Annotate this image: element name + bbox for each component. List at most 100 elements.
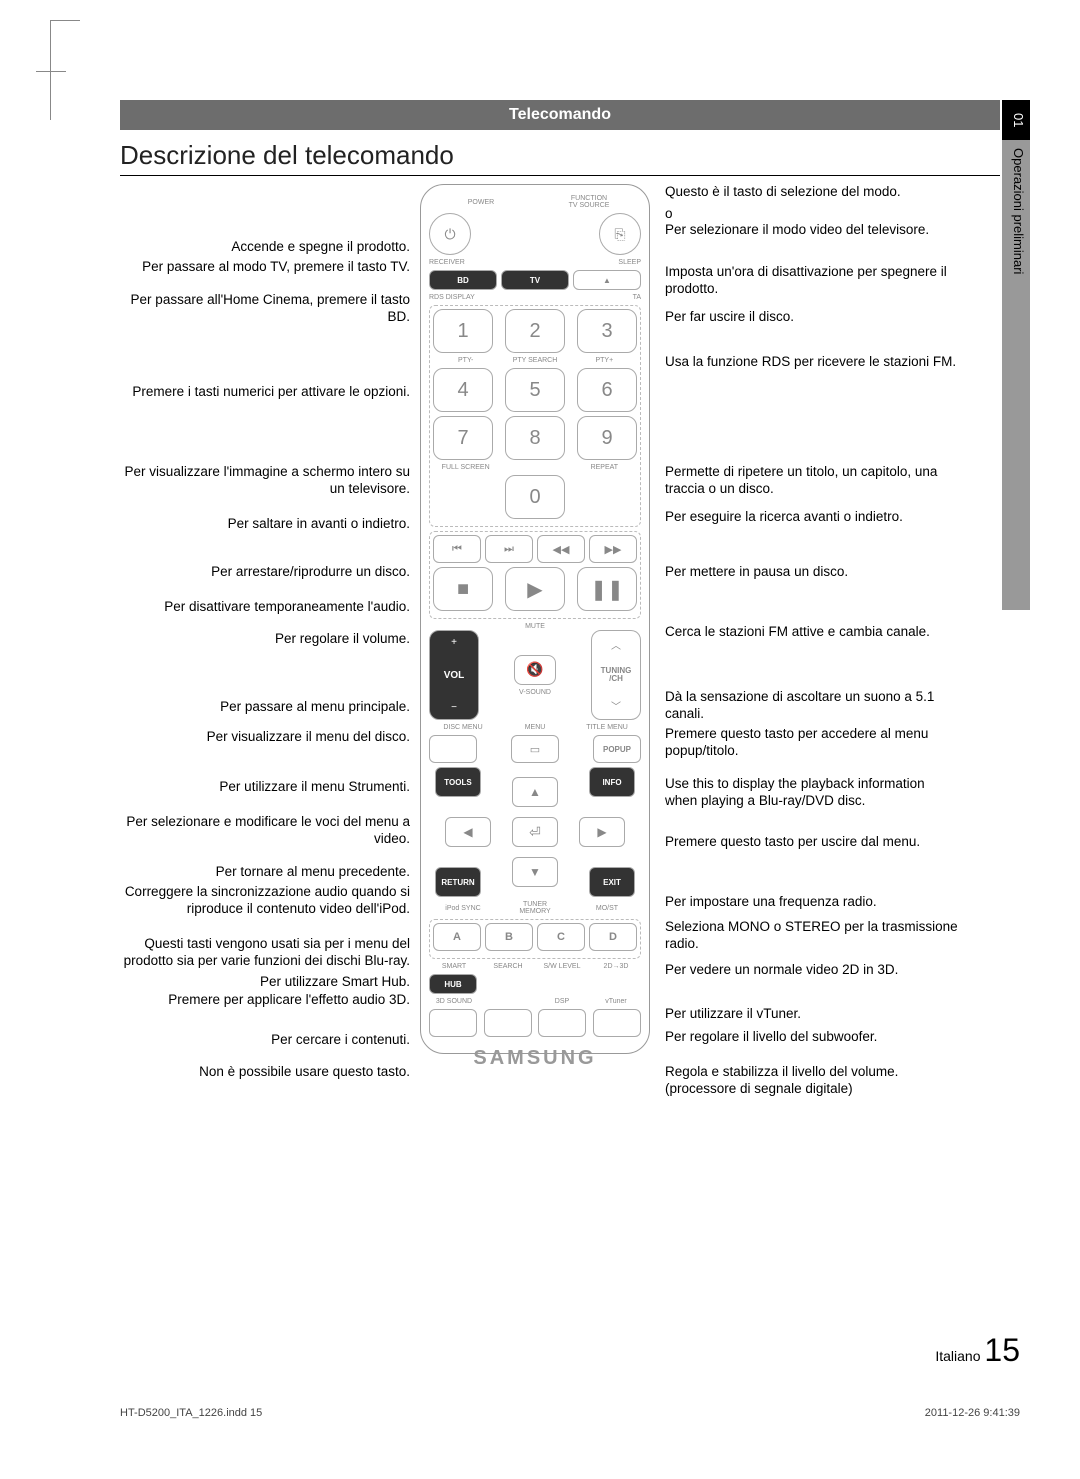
dsp-label: DSP xyxy=(537,998,587,1005)
repeat-label: REPEAT xyxy=(572,464,637,471)
num-7[interactable]: 7 xyxy=(433,416,493,460)
callout-left: Per arrestare/riprodurre un disco. xyxy=(120,564,410,581)
callout-left: Correggere la sincronizzazione audio qua… xyxy=(120,884,410,918)
callout-left: Per visualizzare l'immagine a schermo in… xyxy=(120,464,410,498)
num-5[interactable]: 5 xyxy=(505,368,565,412)
footer-file: HT-D5200_ITA_1226.indd 15 xyxy=(120,1407,262,1419)
3dsound-button[interactable] xyxy=(429,1009,477,1037)
callout-right: Premere questo tasto per uscire dal menu… xyxy=(665,834,960,851)
footer-datetime: 2011-12-26 9:41:39 xyxy=(925,1407,1020,1419)
full-label: FULL SCREEN xyxy=(433,464,498,471)
play-button[interactable]: ▶ xyxy=(505,567,565,611)
color-b-button[interactable]: B xyxy=(485,923,533,951)
source-button[interactable]: ⎘ xyxy=(599,213,641,255)
remote-body: POWER FUNCTION TV SOURCE ⏻ ⎘ RECEIVER SL… xyxy=(420,184,650,1054)
channel-rocker[interactable]: ︿ TUNING /CH ﹀ xyxy=(591,630,641,720)
pty-minus-label: PTY- xyxy=(433,357,498,364)
disc-menu-label: DISC MENU xyxy=(429,724,497,731)
mute-button[interactable]: 🔇 xyxy=(514,655,556,685)
page-title: Descrizione del telecomando xyxy=(120,140,1000,176)
num-8[interactable]: 8 xyxy=(505,416,565,460)
callout-left: Premere per applicare l'effetto audio 3D… xyxy=(120,992,410,1009)
smart-label: SMART xyxy=(429,963,479,970)
callout-left: Per utilizzare il menu Strumenti. xyxy=(120,779,410,796)
color-c-button[interactable]: C xyxy=(537,923,585,951)
dpad-down[interactable]: ▼ xyxy=(512,857,558,887)
bd-button[interactable]: BD xyxy=(429,270,497,290)
callout-left: Per tornare al menu precedente. xyxy=(120,864,410,881)
num-4[interactable]: 4 xyxy=(433,368,493,412)
tuner-label: TUNERMEMORY xyxy=(501,901,569,915)
info-button[interactable]: INFO xyxy=(589,767,635,797)
ch-up-icon: ︿ xyxy=(611,637,621,652)
callout-right: Questo è il tasto di selezione del modo. xyxy=(665,184,960,201)
3dsound-label: 3D SOUND xyxy=(429,998,479,1005)
callout-right: Dà la sensazione di ascoltare un suono a… xyxy=(665,689,960,723)
ffw-button[interactable]: ▶▶ xyxy=(589,535,637,563)
callout-right: Permette di ripetere un titolo, un capit… xyxy=(665,464,960,498)
dpad-right[interactable]: ▶ xyxy=(579,817,625,847)
return-button[interactable]: RETURN xyxy=(435,867,481,897)
callout-right: Per eseguire la ricerca avanti o indietr… xyxy=(665,509,960,526)
mute-label: MUTE xyxy=(429,623,641,630)
popup-button[interactable]: POPUP xyxy=(593,735,641,763)
dpad-up[interactable]: ▲ xyxy=(512,777,558,807)
receiver-label: RECEIVER xyxy=(429,259,533,266)
brand-logo: SAMSUNG xyxy=(429,1047,641,1070)
disc-menu-button[interactable] xyxy=(429,735,477,763)
pause-button[interactable]: ❚❚ xyxy=(577,567,637,611)
num-3[interactable]: 3 xyxy=(577,309,637,353)
vol-label: VOL xyxy=(444,670,465,681)
ch-down-icon: ﹀ xyxy=(611,698,621,713)
rew-button[interactable]: ◀◀ xyxy=(537,535,585,563)
callout-left: Premere i tasti numerici per attivare le… xyxy=(120,384,410,401)
tv-button[interactable]: TV xyxy=(501,270,569,290)
stop-button[interactable]: ■ xyxy=(433,567,493,611)
num-1[interactable]: 1 xyxy=(433,309,493,353)
callout-right: Per far uscire il disco. xyxy=(665,309,960,326)
num-9[interactable]: 9 xyxy=(577,416,637,460)
chapter-tab: 01 Operazioni preliminari xyxy=(1002,100,1030,610)
callout-left: Per passare al modo TV, premere il tasto… xyxy=(120,259,410,276)
callout-right: Per mettere in pausa un disco. xyxy=(665,564,960,581)
lang-label: Italiano xyxy=(935,1348,980,1364)
vtuner-button[interactable] xyxy=(593,1009,641,1037)
power-button[interactable]: ⏻ xyxy=(429,213,471,255)
num-0[interactable]: 0 xyxy=(505,475,565,519)
num-2[interactable]: 2 xyxy=(505,309,565,353)
callout-left: Per passare all'Home Cinema, premere il … xyxy=(120,292,410,326)
volume-rocker[interactable]: + VOL − xyxy=(429,630,479,720)
menu-button[interactable]: ▭ xyxy=(511,735,559,763)
enter-button[interactable]: ⏎ xyxy=(512,817,558,847)
sleep-label: SLEEP xyxy=(537,259,641,266)
callout-right: Cerca le stazioni FM attive e cambia can… xyxy=(665,624,960,641)
next-button[interactable]: ⏭ xyxy=(485,535,533,563)
search-label: SEARCH xyxy=(483,963,533,970)
tools-button[interactable]: TOOLS xyxy=(435,767,481,797)
crop-marks xyxy=(50,20,80,120)
num-6[interactable]: 6 xyxy=(577,368,637,412)
color-d-button[interactable]: D xyxy=(589,923,637,951)
exit-button[interactable]: EXIT xyxy=(589,867,635,897)
title-menu-label: TITLE MENU xyxy=(573,724,641,731)
chapter-number: 01 xyxy=(1002,100,1030,140)
transport-group: ⏮ ⏭ ◀◀ ▶▶ ■ ▶ ❚❚ xyxy=(429,531,641,619)
prev-button[interactable]: ⏮ xyxy=(433,535,481,563)
sw-label: S/W LEVEL xyxy=(537,963,587,970)
callout-left: Per selezionare e modificare le voci del… xyxy=(120,814,410,848)
function-label: FUNCTION xyxy=(537,195,641,202)
callout-left: Per cercare i contenuti. xyxy=(120,1032,410,1049)
dsp-button[interactable] xyxy=(538,1009,586,1037)
page-number: Italiano 15 xyxy=(935,1332,1020,1369)
eject-button[interactable]: ▲ xyxy=(573,270,641,290)
vsound-label: V-SOUND xyxy=(519,689,551,696)
dpad-left[interactable]: ◀ xyxy=(445,817,491,847)
color-a-button[interactable]: A xyxy=(433,923,481,951)
remote-diagram: Accende e spegne il prodotto. Per passar… xyxy=(120,184,960,1174)
pty-search-label: PTY SEARCH xyxy=(502,357,567,364)
vol-plus-icon: + xyxy=(451,637,457,648)
callout-left: Per disattivare temporaneamente l'audio. xyxy=(120,599,410,616)
blank-button[interactable] xyxy=(484,1009,532,1037)
hub-button[interactable]: HUB xyxy=(429,974,477,994)
callout-right: Regola e stabilizza il livello del volum… xyxy=(665,1064,960,1098)
